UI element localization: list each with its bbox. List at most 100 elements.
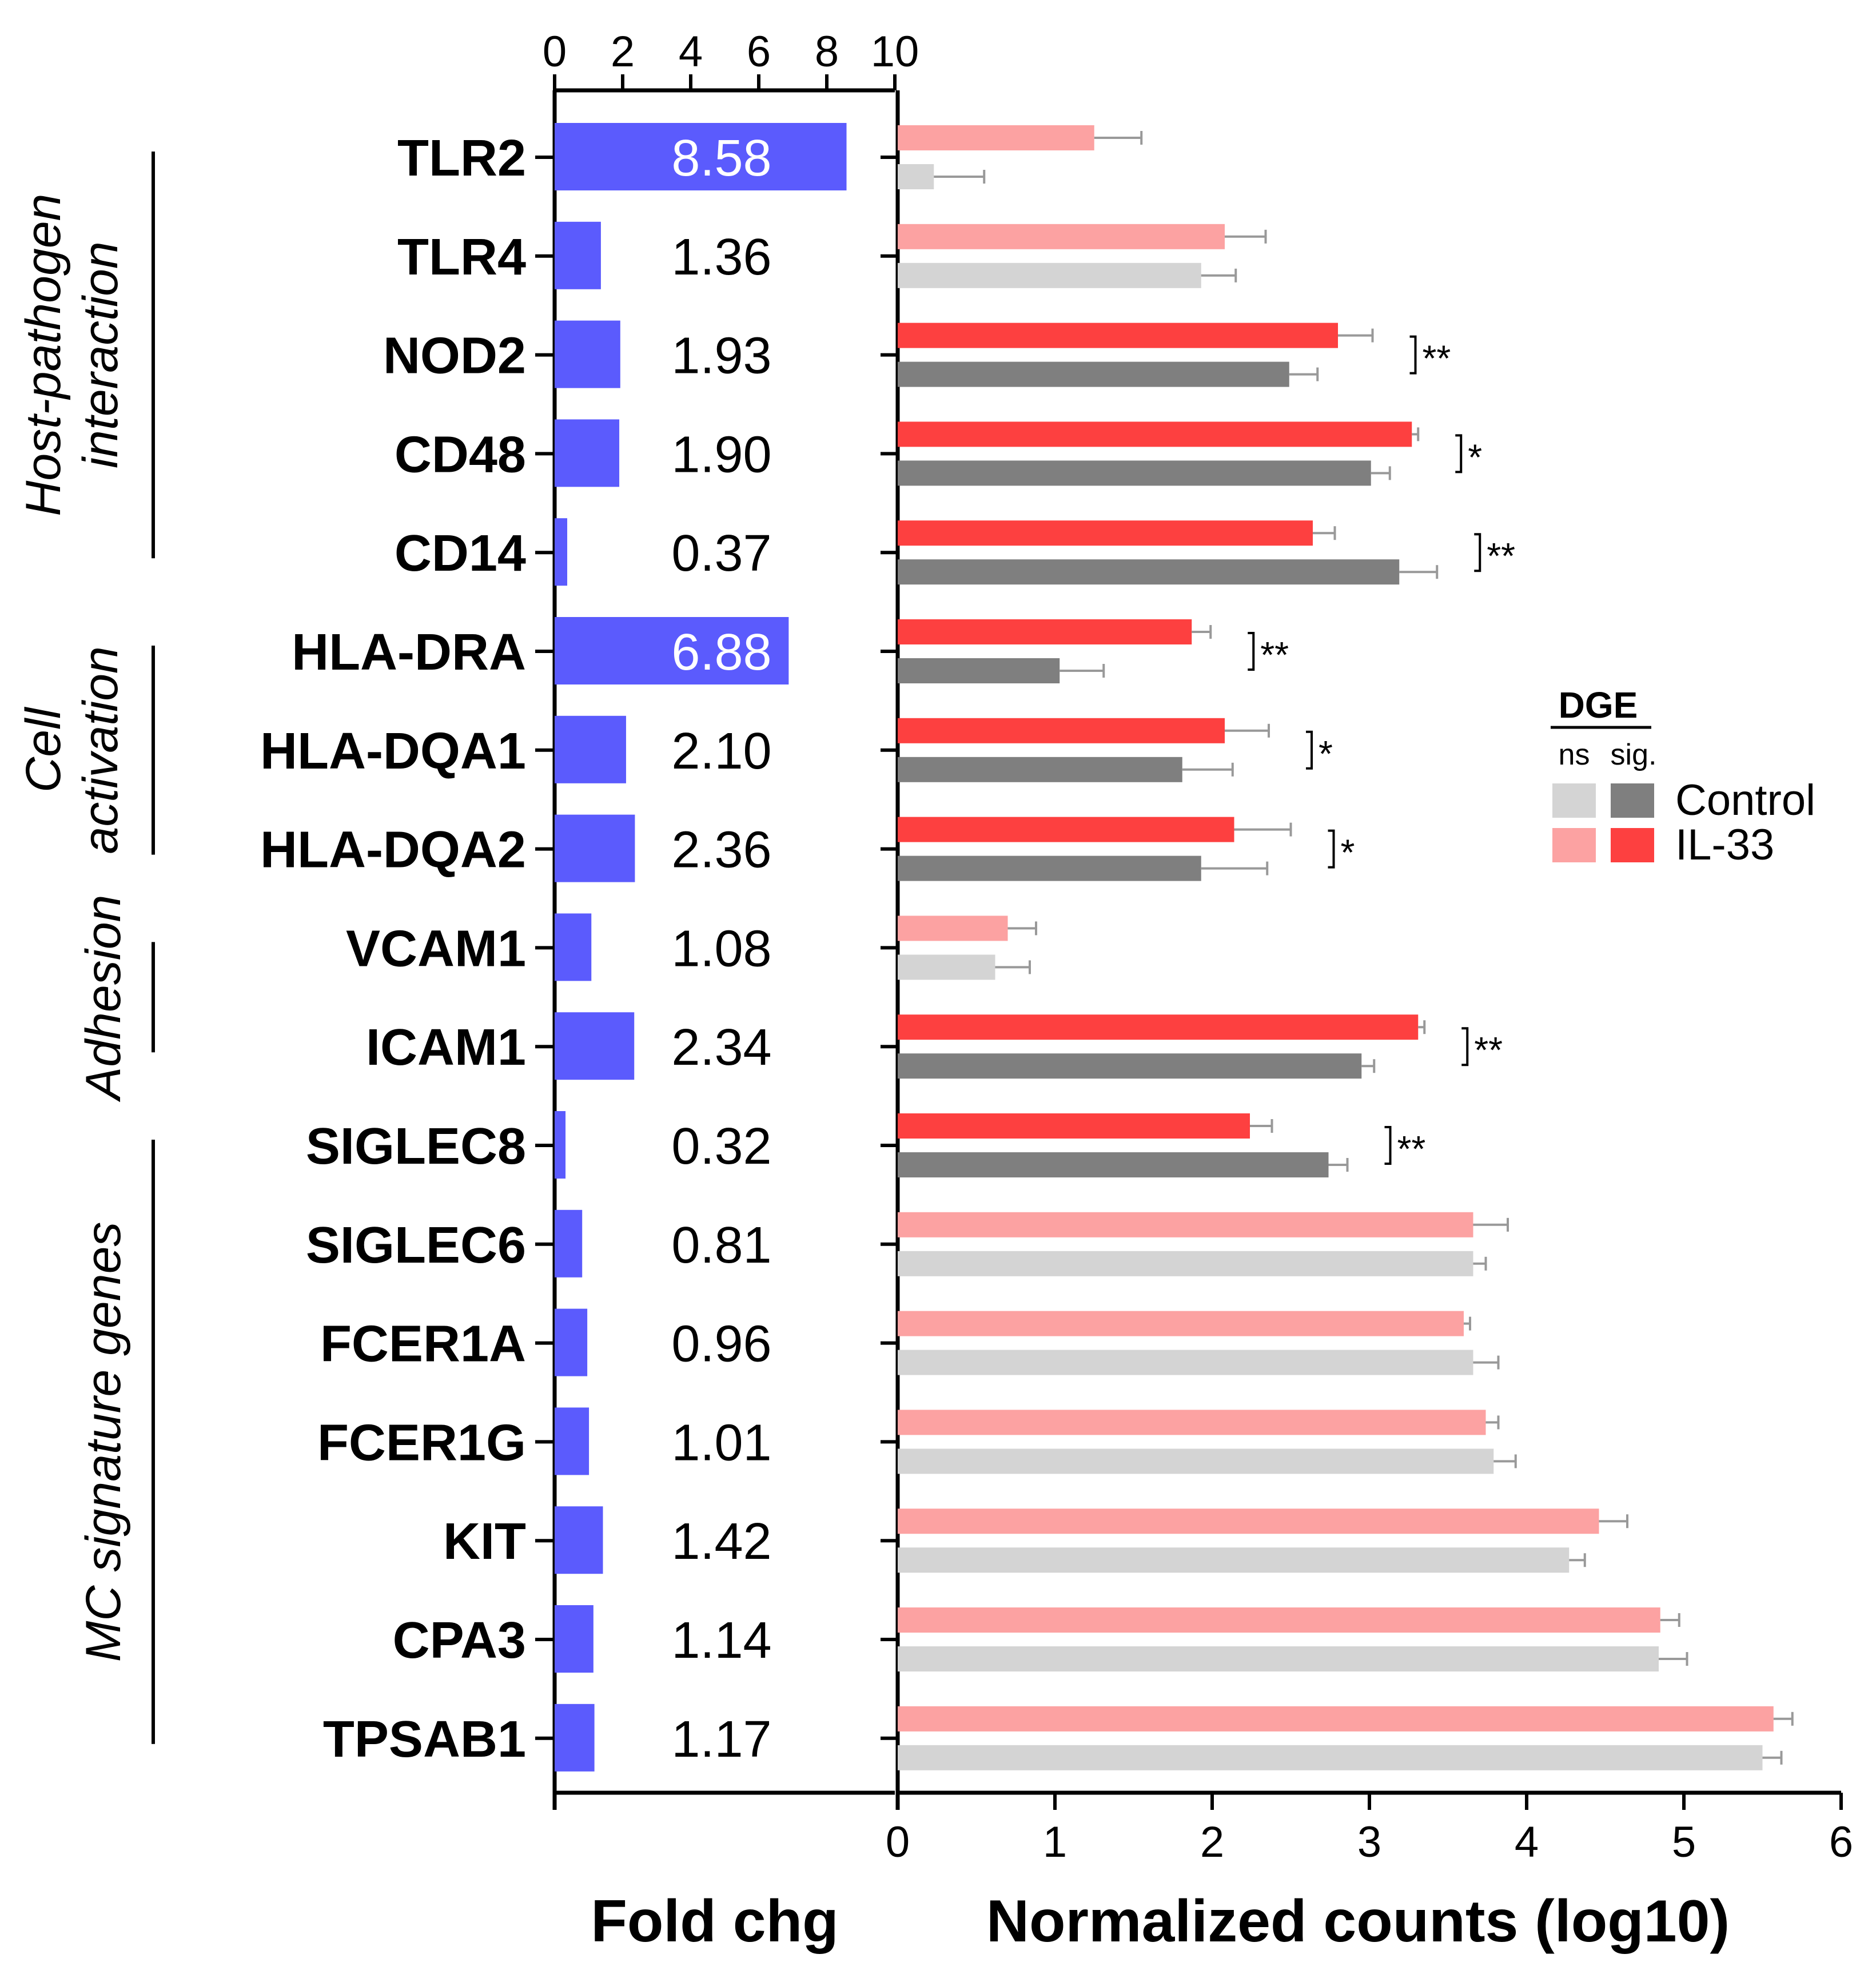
fold-change-bar	[555, 1704, 595, 1772]
legend-title: DGE	[1559, 684, 1638, 726]
fold-change-tick-label: 10	[871, 27, 919, 76]
il33-bar	[898, 619, 1192, 644]
legend-swatch-ns	[1552, 828, 1596, 862]
gene-label: FCER1A	[320, 1316, 526, 1373]
il33-bar	[898, 125, 1094, 150]
il33-bar	[898, 323, 1338, 348]
group-brackets: Host-pathogeninteraction Cellactivation Ad…	[16, 152, 155, 1744]
control-bar	[898, 361, 1289, 387]
fold-change-value-label: 1.01	[671, 1414, 771, 1471]
normalized-counts-tick-label: 0	[886, 1818, 910, 1866]
fold-change-bar	[555, 1407, 590, 1475]
fold-change-value-label: 0.81	[671, 1217, 771, 1274]
significance-label: *	[1341, 832, 1355, 873]
gene-labels: TLR2 TLR4 NOD2 CD48 CD14 HLA-DRA HLA-DQA1 HLA-D…	[260, 130, 526, 1768]
group-label: Host-pathogeninteraction	[16, 194, 128, 516]
control-bar	[898, 262, 1201, 288]
normalized-counts-axis-title: Normalized counts (log10)	[986, 1888, 1730, 1955]
fold-change-value-label: 6.88	[671, 624, 771, 681]
legend-label-il33: IL-33	[1675, 821, 1774, 869]
fold-change-bar	[555, 617, 789, 684]
il33-bar	[898, 1212, 1473, 1237]
control-bar	[898, 1646, 1659, 1671]
fold-change-bar	[555, 123, 847, 190]
gene-label: TPSAB1	[323, 1711, 526, 1768]
gene-label: SIGLEC6	[306, 1217, 526, 1274]
gene-label: KIT	[443, 1513, 526, 1570]
normalized-counts-tick-label: 1	[1043, 1818, 1067, 1866]
control-bar	[898, 164, 934, 189]
significance-bracket	[1409, 335, 1417, 375]
gene-label: SIGLEC8	[306, 1118, 526, 1175]
fold-change-value-label: 1.08	[671, 920, 771, 977]
control-bar	[898, 1152, 1329, 1177]
gene-label: HLA-DRA	[292, 624, 526, 681]
legend-swatch-sig	[1611, 783, 1654, 818]
legend-column-ns: ns	[1559, 738, 1590, 771]
control-bar	[898, 1745, 1763, 1770]
gene-label: VCAM1	[346, 920, 526, 977]
gene-label: CD14	[395, 525, 526, 582]
fold-change-bar	[555, 1506, 603, 1574]
fold-change-bar	[555, 1209, 583, 1277]
significance-label: *	[1319, 733, 1333, 774]
fold-change-bar	[555, 1012, 635, 1080]
fold-change-value-label: 8.58	[671, 130, 771, 187]
il33-bar	[898, 718, 1225, 743]
significance-bracket	[1461, 1027, 1469, 1066]
gene-label: NOD2	[383, 328, 526, 385]
significance-bracket	[1384, 1126, 1392, 1165]
fold-change-tick-label: 2	[611, 27, 635, 76]
fold-change-panel: 0 2 4 6 8 10 8.58 1.36 1.93 1.90 0.37 6.88 2.10 2.36 1…	[535, 27, 919, 1810]
fold-change-bar	[555, 1111, 566, 1179]
fold-change-bar	[555, 1308, 588, 1376]
significance-label: **	[1260, 634, 1289, 675]
fold-change-value-label: 0.96	[671, 1316, 771, 1373]
fold-change-value-label: 2.34	[671, 1019, 771, 1076]
control-bar	[898, 855, 1201, 881]
gene-label: CPA3	[393, 1612, 526, 1669]
control-bar	[898, 658, 1060, 683]
normalized-counts-tick-label: 3	[1357, 1818, 1381, 1866]
fold-change-bar	[555, 814, 635, 882]
fold-change-value-label: 1.42	[671, 1513, 771, 1570]
group-label: Cellactivation	[16, 646, 128, 854]
significance-label: **	[1487, 535, 1515, 576]
fold-change-value-label: 1.93	[671, 328, 771, 385]
control-bar	[898, 1547, 1570, 1573]
significance-bracket	[1306, 730, 1313, 770]
il33-bar	[898, 1410, 1486, 1435]
fold-change-tick-label: 6	[747, 27, 771, 76]
significance-bracket	[1248, 632, 1255, 671]
fold-change-tick-label: 4	[679, 27, 703, 76]
fold-change-value-label: 2.10	[671, 723, 771, 780]
fold-change-bar	[555, 913, 592, 981]
fold-change-bar	[555, 715, 626, 783]
fold-change-value-label: 1.17	[671, 1711, 771, 1768]
legend-swatch-sig	[1611, 828, 1654, 862]
fold-change-bar	[555, 518, 568, 586]
control-bar	[898, 954, 995, 980]
group-label: MC signature genes	[76, 1222, 131, 1662]
control-bar	[898, 1448, 1494, 1474]
significance-bracket	[1474, 533, 1481, 572]
gene-label: ICAM1	[366, 1019, 526, 1076]
il33-bar	[898, 1607, 1660, 1633]
il33-bar	[898, 1113, 1250, 1139]
gene-label: TLR2	[397, 130, 526, 187]
legend-swatch-ns	[1552, 783, 1596, 818]
normalized-counts-tick-label: 5	[1672, 1818, 1696, 1866]
il33-bar	[898, 224, 1225, 249]
fold-change-value-label: 0.32	[671, 1118, 771, 1175]
fold-change-bar	[555, 419, 620, 487]
significance-label: **	[1474, 1029, 1503, 1070]
fold-change-bar	[555, 1605, 594, 1673]
fold-change-value-label: 1.90	[671, 426, 771, 483]
fold-change-bar	[555, 221, 601, 289]
significance-label: **	[1423, 338, 1451, 379]
gene-label: HLA-DQA2	[260, 822, 526, 879]
il33-bar	[898, 520, 1313, 546]
significance-label: *	[1468, 436, 1482, 477]
fold-change-axis-title: Fold chg	[591, 1888, 838, 1955]
